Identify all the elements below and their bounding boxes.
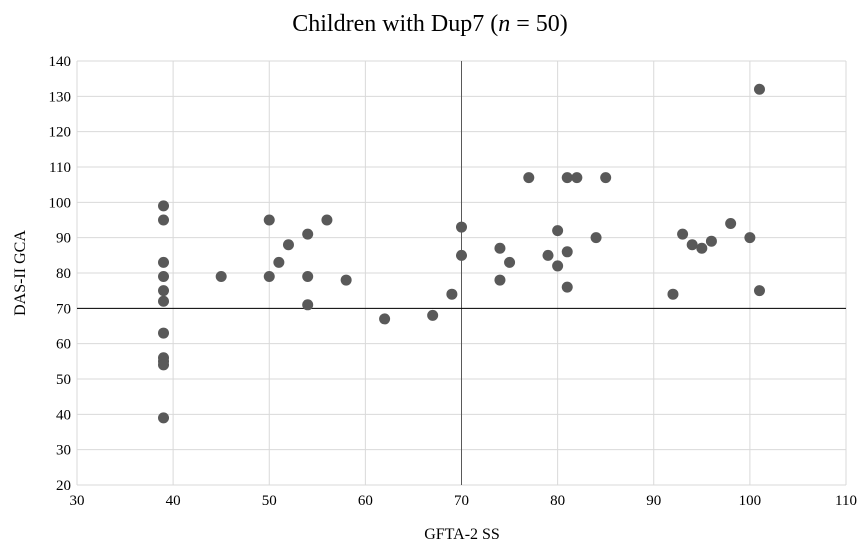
data-point [158,295,170,307]
y-tick-label: 60 [56,337,71,353]
chart-title-prefix: Children with Dup7 ( [292,11,498,37]
data-point [302,299,314,311]
data-point [571,172,583,184]
data-point [273,256,285,268]
data-point [263,271,275,283]
x-tick-label: 100 [739,493,762,509]
data-point [302,271,314,283]
x-tick-label: 90 [646,493,661,509]
data-point [523,172,535,184]
data-point [705,235,717,247]
data-point [590,232,602,244]
data-point [753,285,765,297]
y-tick-label: 80 [56,266,71,282]
data-point [600,172,612,184]
data-point [158,359,170,371]
chart-title-italic: n [498,11,510,37]
data-point [321,214,333,226]
y-tick-label: 70 [56,301,71,317]
data-point [696,242,708,254]
x-tick-label: 110 [835,493,857,509]
data-point [158,256,170,268]
chart-title: Children with Dup7 (n = 50) [292,11,568,37]
y-tick-label: 90 [56,231,71,247]
data-point [667,288,679,300]
x-axis-label: GFTA-2 SS [424,526,500,543]
data-point [263,214,275,226]
y-tick-label: 120 [49,125,72,141]
y-tick-label: 100 [49,195,72,211]
x-tick-label: 60 [358,493,373,509]
data-point [158,327,170,339]
data-point [158,214,170,226]
x-tick-label: 80 [550,493,565,509]
data-point [686,239,698,251]
data-point [158,200,170,212]
y-tick-label: 110 [49,160,71,176]
data-point [504,256,516,268]
data-point [561,172,573,184]
x-tick-label: 30 [70,493,85,509]
data-point [158,412,170,424]
data-point [282,239,294,251]
data-point [744,232,756,244]
reference-lines [77,61,846,485]
data-point [552,260,564,272]
data-point [494,274,506,286]
data-point [725,218,737,230]
y-tick-label: 40 [56,407,71,423]
data-point [552,225,564,237]
data-point [494,242,506,254]
data-point [561,281,573,293]
x-tick-label: 40 [166,493,181,509]
data-point [561,246,573,258]
data-point [446,288,458,300]
y-tick-label: 50 [56,372,71,388]
y-tick-label: 20 [56,478,71,494]
y-tick-label: 30 [56,443,71,459]
x-tick-label: 50 [262,493,277,509]
data-point [677,228,689,240]
y-tick-label: 140 [49,54,72,70]
data-point [158,285,170,297]
chart-title-suffix: = 50) [510,11,568,37]
data-point [215,271,227,283]
x-tick-label: 70 [454,493,469,509]
y-axis-label: DAS-II GCA [12,230,29,316]
data-points [158,83,765,424]
data-point [456,221,467,233]
data-point [542,249,554,261]
data-point [302,228,314,240]
data-point [456,249,467,261]
data-point [379,313,391,325]
data-point [340,274,352,286]
y-tick-label: 130 [49,89,72,105]
data-point [753,83,765,95]
data-point [427,309,439,321]
data-point [158,271,170,283]
